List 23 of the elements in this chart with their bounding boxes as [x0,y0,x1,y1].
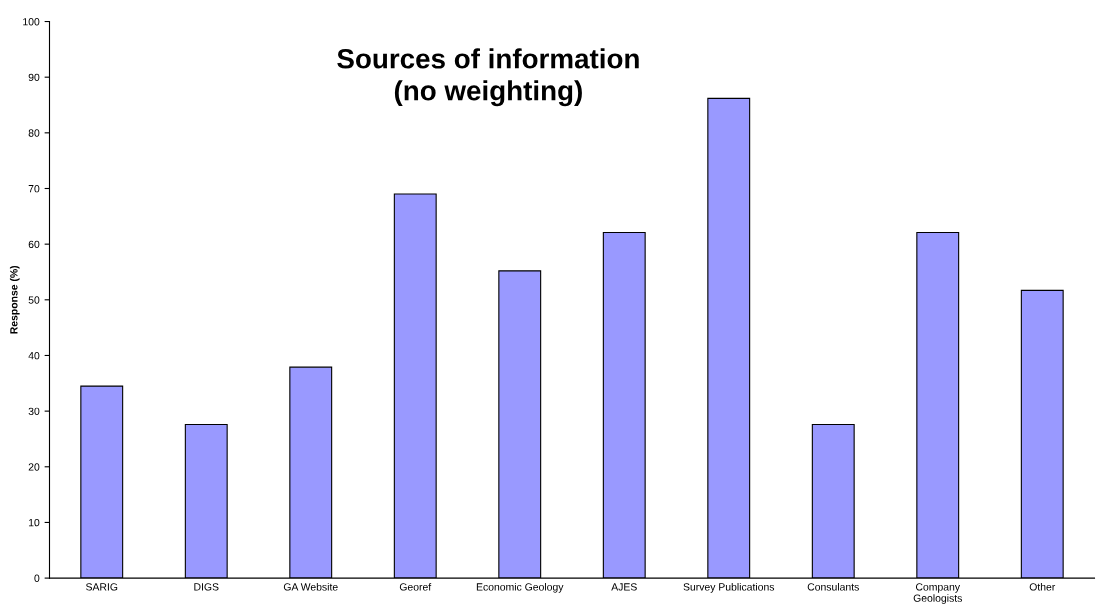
y-tick-label: 30 [28,407,40,415]
x-tick-label: Other [1029,582,1056,591]
y-tick-label: 0 [34,574,40,582]
y-axis-title: Response (%) [9,265,20,334]
x-tick-label: Company Geologists [913,583,962,604]
y-tick-label: 60 [28,240,40,249]
y-tick-label: 10 [28,518,40,527]
y-tick-label: 100 [23,18,40,26]
y-tick-label: 50 [28,296,40,304]
x-tick-label: AJES [611,583,637,591]
x-tick-label: GA Website [283,582,338,591]
x-tick-label: Economic Geology [476,582,564,593]
text: Sources of information (no weighting) [337,48,639,107]
x-tick-label: Georef [399,582,432,591]
y-tick-label: 40 [28,351,40,360]
y-tick-label: 70 [28,185,40,193]
x-tick-label: Consulants [807,582,859,591]
x-tick-label: DIGS [194,583,219,591]
y-tick-label: 90 [28,73,40,82]
x-tick-label: Survey Publications [683,582,775,593]
y-tick-label: 80 [28,129,40,137]
y-tick-label: 20 [28,463,40,471]
x-tick-label: SARIG [86,583,118,591]
